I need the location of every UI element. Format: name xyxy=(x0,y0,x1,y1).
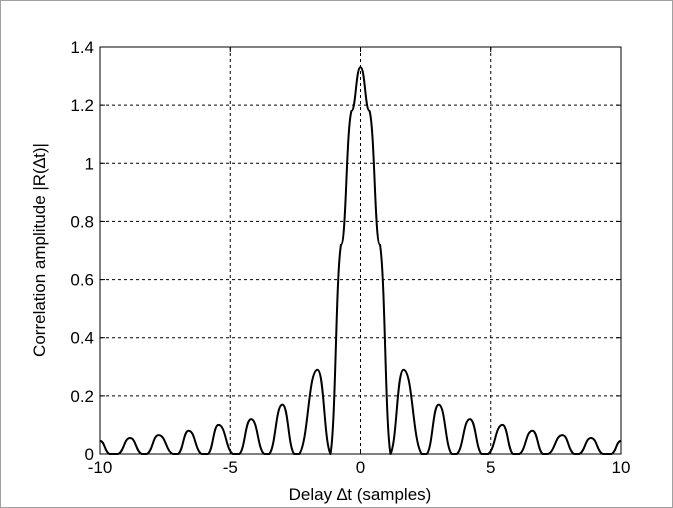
x-tick-label: -5 xyxy=(223,458,238,477)
axis-ticks xyxy=(99,46,622,455)
y-tick-labels: 0 0.2 0.4 0.6 0.8 1 1.2 1.4 xyxy=(70,38,94,464)
x-tick-label: 10 xyxy=(612,458,631,477)
y-tick-label: 1.4 xyxy=(70,38,94,57)
y-axis-label: Correlation amplitude |R(∆t)| xyxy=(30,143,49,357)
x-tick-label: 5 xyxy=(486,458,495,477)
correlation-series-line xyxy=(99,66,622,455)
y-tick-label: 1.2 xyxy=(70,96,94,115)
y-tick-label: 0.2 xyxy=(70,387,94,406)
x-tick-label: 0 xyxy=(356,458,365,477)
y-tick-label: 0.8 xyxy=(70,212,94,231)
y-tick-label: 0.4 xyxy=(70,329,94,348)
x-tick-label: -10 xyxy=(88,458,113,477)
grid-lines xyxy=(100,47,621,454)
y-tick-label: 1 xyxy=(85,154,94,173)
x-tick-labels: -10 -5 0 5 10 xyxy=(88,458,631,477)
x-axis-label: Delay ∆t (samples) xyxy=(289,485,432,504)
y-tick-label: 0 xyxy=(85,445,94,464)
y-tick-label: 0.6 xyxy=(70,271,94,290)
